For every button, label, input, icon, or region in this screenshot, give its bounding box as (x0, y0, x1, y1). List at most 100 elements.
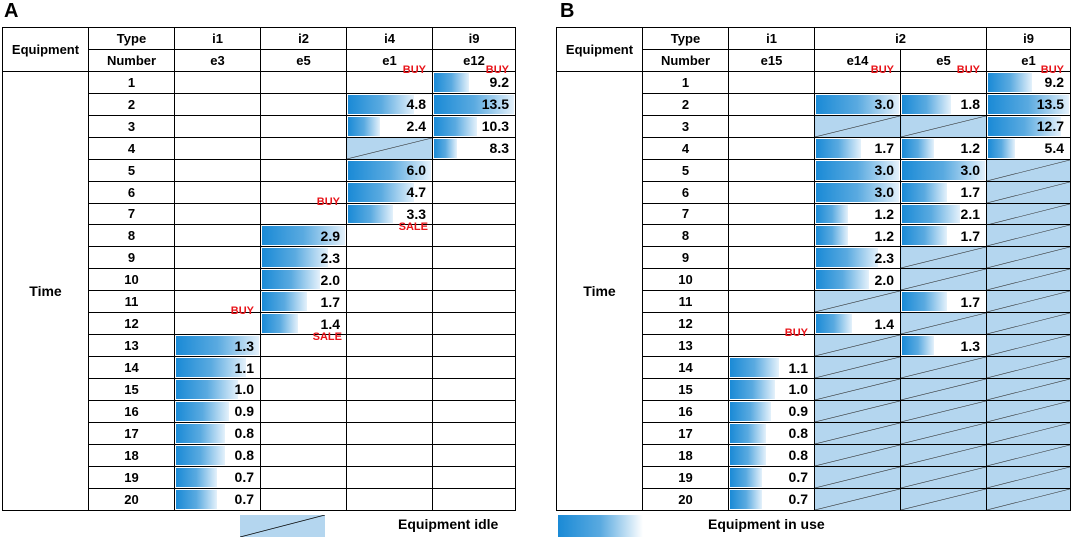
idle-fill (987, 291, 1070, 313)
usage-bar (816, 94, 899, 114)
usage-cell (986, 312, 1071, 336)
usage-value: 2.9 (320, 227, 340, 244)
usage-cell: 0.8 (174, 421, 261, 445)
usage-cell: 2.3 (814, 246, 901, 270)
usage-cell (260, 378, 347, 401)
time-value: 11 (88, 290, 175, 314)
time-value: 9 (642, 246, 729, 270)
number-cell-e3: e3 (174, 48, 261, 72)
usage-bar (434, 138, 457, 158)
usage-value: 4.8 (406, 96, 426, 113)
usage-cell (260, 443, 347, 467)
table-row: 12 1.4 (557, 312, 1071, 336)
usage-cell (728, 268, 815, 292)
usage-cell (900, 268, 987, 292)
usage-bar (902, 226, 947, 246)
usage-cell: 2.0 (814, 268, 901, 292)
table-row: 8 1.2 1.7 (557, 224, 1071, 248)
time-label: Time (556, 70, 643, 511)
usage-cell: BUY (814, 64, 901, 94)
usage-cell: 9.2 BUY (432, 64, 516, 94)
idle-fill (987, 269, 1070, 291)
usage-cell (432, 399, 516, 423)
time-value: 6 (642, 180, 729, 204)
usage-bar (902, 336, 934, 356)
usage-cell: 3.0 (900, 158, 987, 182)
usage-cell (728, 180, 815, 204)
idle-fill (815, 291, 900, 313)
usage-cell (432, 268, 516, 292)
usage-cell: 5.4 (986, 136, 1071, 160)
usage-cell: 0.9 (174, 399, 261, 423)
usage-value: 0.9 (788, 403, 808, 420)
usage-value: 0.8 (234, 425, 254, 442)
usage-cell (900, 487, 987, 511)
usage-cell: 1.2 (814, 202, 901, 226)
idle-fill (901, 379, 986, 400)
table-row: 15 1.0 (3, 378, 516, 401)
usage-cell (900, 356, 987, 379)
usage-cell (260, 356, 347, 379)
usage-value: 0.8 (788, 447, 808, 464)
usage-cell: 0.7 (174, 465, 261, 489)
usage-cell (986, 202, 1071, 226)
usage-bar (348, 94, 414, 114)
idle-fill (901, 400, 986, 422)
usage-cell (432, 180, 516, 204)
equipment-header: Equipment (2, 27, 89, 72)
time-value: 6 (88, 180, 175, 204)
time-value: 5 (642, 158, 729, 182)
usage-value: 13.5 (1036, 96, 1064, 113)
usage-bar (348, 182, 414, 202)
table-row: 3 12.7 (557, 114, 1071, 138)
usage-cell (346, 378, 433, 401)
usage-cell: 3.0 (814, 92, 901, 116)
usage-cell (900, 246, 987, 270)
usage-bar (262, 226, 345, 246)
usage-bar (730, 467, 762, 487)
usage-cell: 3.0 (814, 158, 901, 182)
table-row: 18 0.8 (557, 443, 1071, 467)
usage-cell (260, 487, 347, 511)
table-row: 14 1.1 (3, 356, 516, 379)
usage-cell (728, 290, 815, 314)
time-value: 2 (642, 92, 729, 116)
usage-bar (816, 182, 899, 202)
usage-value: 3.0 (874, 96, 894, 113)
usage-bar (176, 423, 225, 443)
usage-bar (988, 116, 1061, 136)
table-row: 3 2.4 10.3 (3, 114, 516, 138)
usage-value: 1.7 (874, 140, 894, 157)
usage-value: 3.0 (960, 162, 980, 179)
time-value: 20 (642, 487, 729, 511)
usage-bar (902, 204, 960, 224)
time-value: 17 (88, 421, 175, 445)
buy-tag: BUY (956, 63, 980, 76)
usage-bar (434, 116, 478, 136)
usage-bar (176, 358, 247, 377)
usage-value: 1.2 (960, 140, 980, 157)
panel-label-b: B (560, 0, 575, 22)
idle-fill (987, 466, 1070, 488)
usage-cell (346, 290, 433, 314)
legend-in-use-swatch (558, 515, 643, 537)
usage-cell: 6.0 (346, 158, 433, 182)
usage-cell (432, 202, 516, 226)
time-value: 18 (88, 443, 175, 467)
idle-fill (987, 203, 1070, 225)
time-value: 12 (88, 312, 175, 336)
usage-bar (730, 489, 762, 509)
usage-cell (174, 224, 261, 248)
time-value: 19 (88, 465, 175, 489)
usage-cell (346, 312, 433, 336)
usage-value: 1.3 (234, 337, 254, 354)
usage-value: 1.0 (788, 381, 808, 398)
time-value: 20 (88, 487, 175, 511)
usage-cell (174, 136, 261, 160)
usage-bar (176, 336, 259, 356)
usage-cell (900, 312, 987, 336)
usage-bar (176, 380, 238, 399)
usage-bar (262, 270, 320, 290)
buy-tag: BUY (402, 63, 426, 76)
usage-cell (174, 180, 261, 204)
